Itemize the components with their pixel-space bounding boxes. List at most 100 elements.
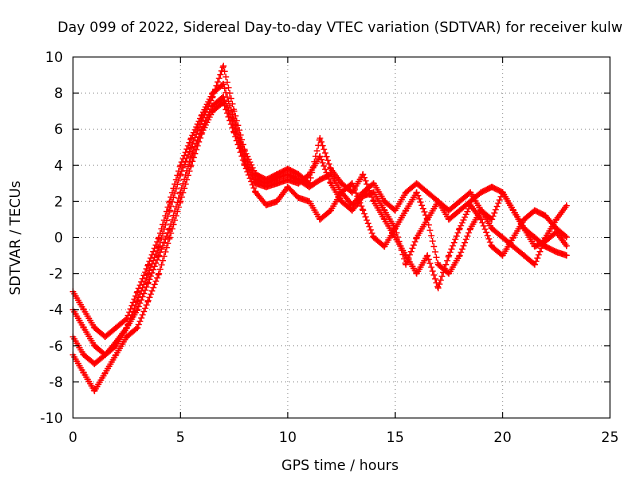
- data-point: [93, 390, 96, 392]
- data-point: [222, 95, 225, 98]
- data-point: [426, 254, 429, 257]
- data-point: [136, 327, 139, 329]
- data-point: [480, 191, 482, 194]
- data-point: [158, 272, 160, 275]
- data-point: [233, 124, 235, 127]
- data-point: [115, 327, 117, 329]
- data-point: [351, 209, 354, 212]
- y-tick-label: 8: [54, 86, 63, 102]
- data-point: [297, 197, 300, 199]
- series-marks: [69, 80, 570, 340]
- data-point: [362, 173, 364, 176]
- data-point: [211, 104, 214, 107]
- data-point: [383, 200, 386, 203]
- data-point: [93, 363, 96, 365]
- data-point: [244, 164, 246, 167]
- data-point: [179, 173, 182, 176]
- data-point: [491, 186, 493, 188]
- data-point: [501, 254, 504, 257]
- data-point: [244, 150, 246, 152]
- data-point: [405, 263, 407, 266]
- data-point: [147, 263, 149, 266]
- data-point: [351, 182, 354, 185]
- data-point: [362, 209, 364, 212]
- data-point: [544, 215, 547, 217]
- series-day-1: [69, 80, 570, 340]
- data-point: [287, 173, 289, 176]
- data-point: [308, 173, 311, 176]
- data-point: [125, 336, 128, 338]
- y-tick-label: -4: [49, 303, 63, 319]
- data-point: [330, 173, 332, 176]
- data-point: [82, 354, 85, 356]
- data-point: [297, 173, 300, 176]
- data-point: [190, 137, 192, 139]
- data-point: [211, 110, 214, 112]
- data-point: [534, 209, 536, 212]
- data-point: [265, 204, 268, 206]
- data-point: [115, 354, 117, 356]
- data-point: [555, 251, 558, 253]
- data-point: [372, 191, 375, 194]
- data-point: [491, 245, 493, 248]
- data-point: [287, 186, 289, 188]
- data-point: [469, 204, 472, 206]
- data-point: [372, 200, 375, 203]
- data-point: [190, 155, 192, 158]
- y-tick-label: 4: [54, 158, 63, 174]
- y-tick-label: 2: [54, 194, 63, 210]
- data-point: [448, 254, 450, 257]
- data-point: [276, 173, 278, 176]
- y-tick-label: 0: [54, 231, 63, 247]
- data-point: [458, 254, 461, 257]
- data-point: [415, 272, 418, 275]
- data-point: [115, 341, 117, 344]
- x-tick-label: 5: [176, 430, 185, 446]
- data-point: [340, 182, 343, 185]
- data-point: [458, 227, 461, 230]
- data-point: [104, 354, 106, 356]
- data-point: [147, 299, 149, 302]
- y-tick-label: -2: [49, 267, 63, 283]
- data-point: [405, 191, 407, 194]
- data-point: [523, 227, 525, 230]
- data-point: [211, 95, 214, 98]
- data-point: [330, 182, 332, 185]
- data-point: [190, 146, 192, 149]
- data-point: [287, 168, 289, 170]
- data-point: [254, 191, 257, 194]
- x-tick-label: 10: [279, 430, 297, 446]
- data-point: [501, 236, 504, 239]
- data-point: [104, 336, 106, 338]
- data-point: [222, 101, 225, 103]
- data-point: [458, 200, 461, 203]
- chart-title: Day 099 of 2022, Sidereal Day-to-day VTE…: [57, 20, 622, 36]
- axis-ticks: 0 5 10 15 20 25 -10 -8 -6 -4 -2 0 2 4 6 8 10: [40, 50, 619, 446]
- data-point: [405, 254, 407, 257]
- data-point: [222, 83, 225, 85]
- x-tick-label: 25: [601, 430, 619, 446]
- data-point: [512, 209, 515, 212]
- data-point: [372, 182, 375, 185]
- data-point: [168, 236, 171, 239]
- data-point: [330, 168, 332, 170]
- data-point: [201, 119, 203, 121]
- data-point: [158, 254, 160, 257]
- data-point: [201, 132, 203, 134]
- data-point: [330, 209, 332, 212]
- data-point: [265, 178, 268, 181]
- data-point: [233, 132, 235, 134]
- data-point: [383, 209, 386, 212]
- x-tick-label: 15: [386, 430, 404, 446]
- data-point: [222, 65, 225, 67]
- data-point: [469, 191, 472, 194]
- data-point: [534, 245, 536, 248]
- data-point: [555, 227, 558, 230]
- data-point: [394, 209, 397, 212]
- data-point: [415, 182, 418, 185]
- data-point: [82, 308, 85, 311]
- data-point: [362, 195, 364, 197]
- data-point: [125, 317, 128, 320]
- x-axis-label: GPS time / hours: [281, 458, 398, 474]
